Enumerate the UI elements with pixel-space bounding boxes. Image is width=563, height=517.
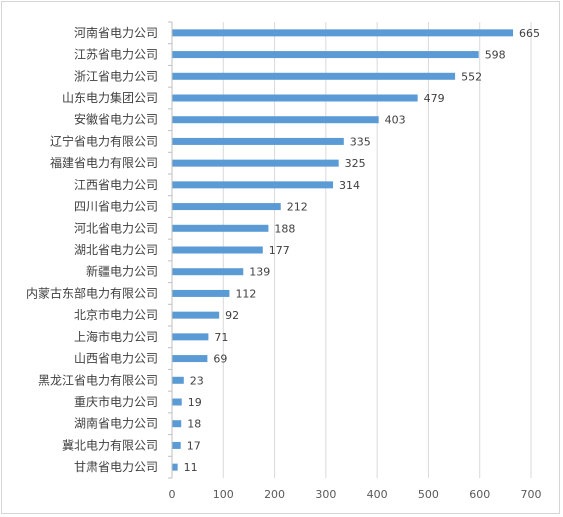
data-label: 188 bbox=[274, 222, 295, 235]
data-label: 17 bbox=[187, 439, 201, 452]
data-label: 403 bbox=[385, 114, 406, 127]
data-label: 139 bbox=[249, 266, 270, 279]
data-label: 92 bbox=[225, 309, 239, 322]
bar bbox=[172, 355, 208, 363]
category-label: 湖南省电力公司 bbox=[74, 416, 158, 431]
bar bbox=[172, 116, 379, 124]
bar bbox=[172, 420, 182, 428]
bar bbox=[172, 246, 263, 254]
x-tick-label: 300 bbox=[315, 488, 336, 501]
data-label: 479 bbox=[424, 92, 445, 105]
category-label: 江苏省电力公司 bbox=[74, 48, 158, 62]
data-label: 314 bbox=[339, 179, 360, 192]
data-label: 18 bbox=[187, 418, 201, 431]
x-tick-label: 600 bbox=[469, 488, 490, 501]
x-tick-label: 500 bbox=[418, 488, 439, 501]
bar bbox=[172, 441, 181, 449]
category-label: 内蒙古东部电力有限公司 bbox=[26, 285, 158, 300]
bar bbox=[172, 181, 334, 189]
category-label: 上海市电力公司 bbox=[74, 329, 158, 344]
data-label: 598 bbox=[485, 49, 506, 62]
bar bbox=[172, 311, 220, 319]
data-label: 23 bbox=[190, 374, 204, 387]
category-label: 福建省电力有限公司 bbox=[50, 155, 158, 170]
bar bbox=[172, 203, 281, 211]
bar bbox=[172, 463, 178, 471]
bar bbox=[172, 137, 344, 145]
category-label: 辽宁省电力有限公司 bbox=[50, 133, 158, 148]
x-tick-label: 700 bbox=[521, 488, 542, 501]
category-label: 甘肃省电力公司 bbox=[74, 460, 158, 474]
category-label: 黑龙江省电力有限公司 bbox=[38, 373, 158, 387]
data-label: 11 bbox=[184, 461, 198, 474]
data-label: 552 bbox=[461, 70, 482, 83]
bar bbox=[172, 72, 456, 80]
category-label: 安徽省电力公司 bbox=[74, 112, 158, 127]
x-tick-label: 100 bbox=[213, 488, 234, 501]
data-label: 69 bbox=[213, 353, 227, 366]
bar bbox=[172, 94, 418, 102]
x-tick-label: 200 bbox=[264, 488, 285, 501]
data-label: 177 bbox=[269, 244, 290, 257]
data-label: 19 bbox=[188, 396, 202, 409]
bar bbox=[172, 51, 479, 59]
bar bbox=[172, 333, 209, 341]
bar bbox=[172, 398, 182, 406]
bar bbox=[172, 224, 269, 232]
category-label: 河北省电力公司 bbox=[74, 221, 158, 235]
category-label: 重庆市电力公司 bbox=[74, 394, 158, 409]
bar bbox=[172, 289, 230, 297]
data-label: 665 bbox=[519, 27, 540, 40]
category-label: 河南省电力公司 bbox=[74, 25, 158, 40]
data-label: 325 bbox=[345, 157, 366, 170]
category-label: 冀北电力有限公司 bbox=[62, 438, 158, 452]
category-label: 浙江省电力公司 bbox=[74, 69, 158, 83]
bar bbox=[172, 159, 339, 167]
bar bbox=[172, 29, 514, 37]
category-label: 北京市电力公司 bbox=[74, 307, 158, 322]
category-label: 四川省电力公司 bbox=[74, 200, 158, 214]
category-label: 江西省电力公司 bbox=[74, 178, 158, 192]
x-tick-label: 400 bbox=[367, 488, 388, 501]
category-label: 山东电力集团公司 bbox=[62, 90, 158, 105]
bar bbox=[172, 268, 244, 276]
bar bbox=[172, 376, 184, 384]
data-label: 112 bbox=[235, 287, 256, 300]
x-tick-label: 0 bbox=[169, 488, 176, 501]
data-label: 71 bbox=[214, 331, 228, 344]
category-label: 湖北省电力公司 bbox=[74, 242, 158, 257]
category-label: 新疆电力公司 bbox=[86, 264, 158, 279]
data-label: 335 bbox=[350, 135, 371, 148]
category-label: 山西省电力公司 bbox=[74, 352, 158, 366]
data-label: 212 bbox=[287, 201, 308, 214]
